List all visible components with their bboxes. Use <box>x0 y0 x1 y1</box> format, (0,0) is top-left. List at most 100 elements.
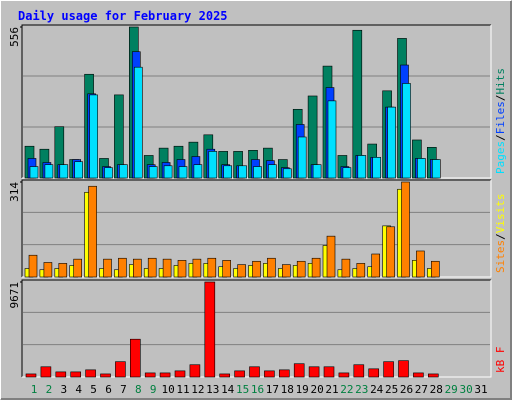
x-tick-label: 17 <box>266 383 279 396</box>
bar <box>70 371 81 378</box>
bar <box>223 165 232 179</box>
chart-title: Daily usage for February 2025 <box>18 9 228 23</box>
x-tick-label: 21 <box>325 383 338 396</box>
bar <box>237 264 246 278</box>
bar <box>417 158 426 179</box>
legend-entry: kB F <box>494 347 507 374</box>
y-tick-label: 556 <box>8 27 21 47</box>
bar <box>383 361 394 378</box>
bar <box>163 165 173 179</box>
bar <box>372 157 382 179</box>
legend-entry: Sites <box>494 240 507 273</box>
x-tick-label: 22 <box>340 383 353 396</box>
panel <box>22 280 491 377</box>
bar <box>178 166 188 179</box>
bar <box>368 368 380 378</box>
legend: kB F <box>494 347 507 374</box>
bar <box>130 338 141 378</box>
x-tick-label: 18 <box>281 383 294 396</box>
panel-border <box>21 279 491 377</box>
legend: Sites/Visits <box>494 194 507 274</box>
legend-entry: Files <box>494 101 507 134</box>
bar <box>327 100 337 179</box>
x-tick-label: 30 <box>459 383 472 396</box>
bar <box>356 263 366 278</box>
bar <box>147 257 157 278</box>
bar <box>308 366 320 378</box>
bar <box>281 264 291 278</box>
x-tick-label: 7 <box>120 383 127 396</box>
panel-border <box>21 24 491 178</box>
bar <box>219 373 230 378</box>
bar <box>326 235 336 278</box>
x-tick-label: 16 <box>251 383 264 396</box>
x-tick-label: 5 <box>90 383 97 396</box>
bar <box>74 161 83 179</box>
bar <box>104 167 113 179</box>
bar <box>118 257 127 278</box>
x-tick-label: 10 <box>161 383 174 396</box>
bar <box>371 253 381 278</box>
bar <box>234 370 245 378</box>
bar <box>134 66 143 179</box>
bar <box>357 155 367 179</box>
bar <box>29 166 39 179</box>
bar <box>58 263 68 278</box>
legend-separator: / <box>494 233 507 240</box>
x-tick-label: 26 <box>400 383 413 396</box>
bar <box>189 364 201 378</box>
bar <box>174 370 186 378</box>
bar <box>249 366 260 378</box>
bar <box>192 258 202 278</box>
bar <box>353 364 365 378</box>
bar <box>162 258 172 278</box>
y-tick-label: 314 <box>8 182 21 202</box>
bar <box>427 373 439 378</box>
bar <box>342 167 352 179</box>
x-tick-label: 19 <box>296 383 309 396</box>
bar <box>238 165 247 179</box>
x-tick-label: 31 <box>474 383 487 396</box>
bar <box>268 164 277 179</box>
bar <box>133 258 142 278</box>
x-tick-label: 12 <box>191 383 204 396</box>
bar <box>25 373 37 378</box>
y-tick-label: 9671 <box>8 282 21 309</box>
bar <box>103 258 112 278</box>
bar <box>44 164 54 179</box>
legend-entry: Hits <box>494 68 507 95</box>
bar <box>43 262 53 278</box>
x-tick-label: 20 <box>310 383 323 396</box>
bar <box>293 363 305 378</box>
bar <box>207 257 217 278</box>
bar <box>88 185 97 278</box>
x-tick-label: 11 <box>176 383 189 396</box>
x-tick-label: 25 <box>385 383 398 396</box>
bar <box>416 250 425 278</box>
bar <box>312 164 322 179</box>
x-tick-label: 4 <box>75 383 82 396</box>
bar <box>413 372 424 378</box>
bar <box>148 166 158 179</box>
x-tick-label: 29 <box>445 383 458 396</box>
bar <box>296 260 306 278</box>
bar <box>387 106 396 179</box>
bar <box>252 260 261 278</box>
legend-separator: / <box>494 134 507 141</box>
bar <box>222 260 231 278</box>
x-tick-label: 14 <box>221 383 235 396</box>
legend-entry: Visits <box>494 194 507 234</box>
bar <box>402 83 411 179</box>
bar <box>278 369 290 378</box>
bar <box>401 181 410 278</box>
bar <box>115 361 126 378</box>
bar <box>40 366 52 378</box>
bar <box>28 254 38 278</box>
x-tick-label: 3 <box>60 383 67 396</box>
bar <box>208 151 218 179</box>
bar <box>55 371 67 378</box>
x-tick-label: 1 <box>31 383 38 396</box>
x-tick-label: 8 <box>135 383 142 396</box>
